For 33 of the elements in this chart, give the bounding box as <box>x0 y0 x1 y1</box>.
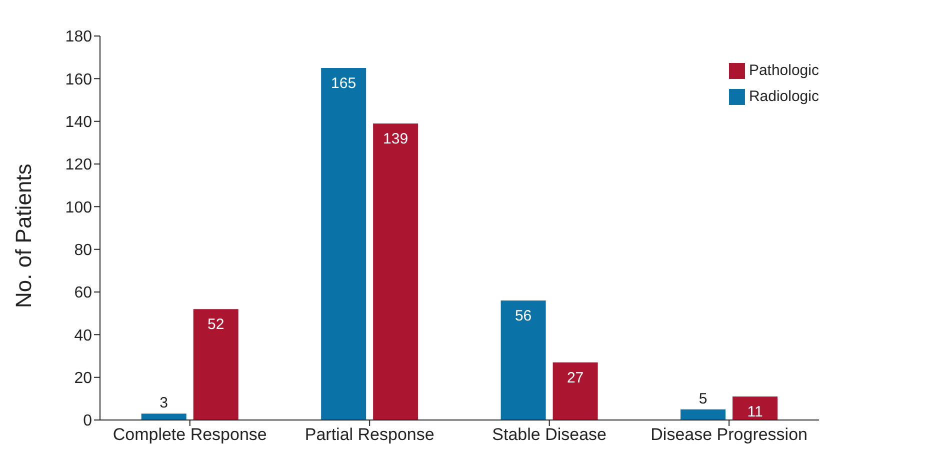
bar <box>321 68 366 420</box>
y-tick-label: 40 <box>74 327 92 344</box>
bar <box>552 362 598 420</box>
bar <box>141 414 186 420</box>
bar <box>500 300 546 420</box>
legend-label: Radiologic <box>748 88 819 105</box>
x-tick-label: Complete Response <box>112 425 267 444</box>
y-tick-label: 60 <box>74 284 92 302</box>
data-label: 165 <box>331 75 356 92</box>
y-axis-title: No. of Patients <box>10 164 36 308</box>
data-label: 5 <box>698 390 708 408</box>
data-label: 139 <box>383 130 408 148</box>
y-tick-label: 20 <box>74 370 92 388</box>
bar <box>680 409 726 420</box>
y-tick-label: 100 <box>65 199 92 216</box>
y-tick-label: 0 <box>83 412 92 430</box>
legend-label: Pathologic <box>748 62 819 79</box>
data-label: 52 <box>207 316 224 334</box>
data-label: 3 <box>160 394 168 412</box>
data-label: 11 <box>747 404 763 421</box>
bar <box>373 123 418 420</box>
x-tick-label: Partial Response <box>304 425 434 444</box>
data-label: 27 <box>566 369 584 386</box>
y-tick-label: 140 <box>65 114 92 132</box>
data-label: 56 <box>514 308 532 325</box>
y-tick-label: 120 <box>65 156 92 174</box>
bar <box>193 309 238 420</box>
y-tick-label: 160 <box>65 71 92 88</box>
y-tick-label: 180 <box>65 28 92 46</box>
bar <box>732 396 778 420</box>
y-tick-label: 80 <box>74 242 92 260</box>
x-tick-label: Stable Disease <box>492 425 607 444</box>
x-tick-label: Disease Progression <box>650 425 808 444</box>
